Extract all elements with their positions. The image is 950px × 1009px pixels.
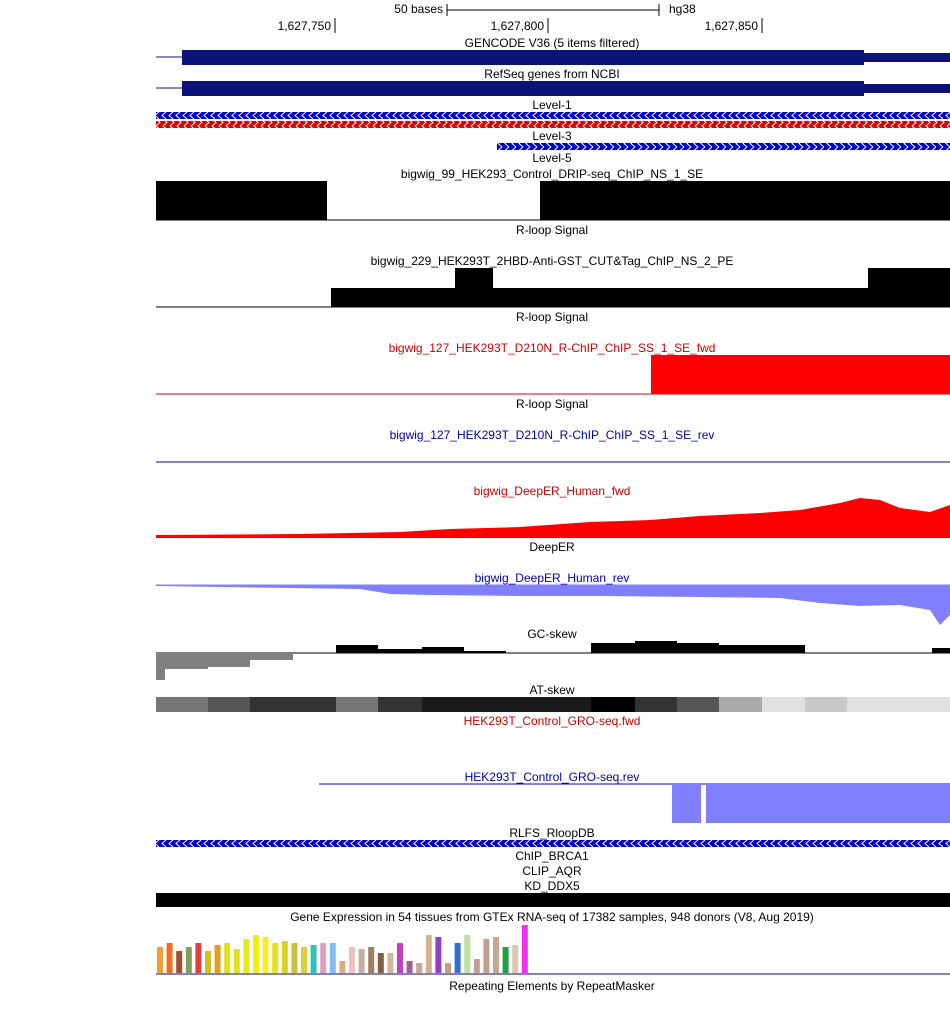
gtex-bar bbox=[310, 945, 317, 973]
track-label: RLFS_RloopDB bbox=[509, 826, 594, 840]
gtex-bar bbox=[329, 943, 336, 973]
gtex-bar bbox=[521, 925, 528, 973]
gtex-bar bbox=[454, 943, 461, 973]
track-label: HEK293T_Control_GRO-seq.fwd bbox=[464, 714, 641, 728]
gtex-bar bbox=[368, 947, 375, 973]
gtex-bar bbox=[406, 961, 413, 973]
gtex-bar bbox=[262, 937, 269, 973]
gtex-bar bbox=[320, 943, 327, 973]
track-label: GENCODE V36 (5 items filtered) bbox=[465, 36, 640, 50]
track-label: R-loop Signal bbox=[516, 397, 588, 411]
track-label: Level-5 bbox=[532, 151, 572, 165]
track-label: CLIP_AQR bbox=[522, 864, 582, 878]
gtex-bar bbox=[166, 943, 173, 973]
track-label: Level-3 bbox=[532, 129, 572, 143]
gene-models bbox=[156, 50, 950, 96]
position-label: 1,627,800 bbox=[491, 19, 545, 33]
gtex-bar bbox=[214, 945, 221, 973]
track-label: Repeating Elements by RepeatMasker bbox=[449, 979, 654, 993]
scale-label: 50 bases bbox=[394, 2, 443, 16]
gtex-bar bbox=[205, 951, 211, 973]
gtex-bar bbox=[349, 947, 355, 973]
track-label: bigwig_DeepER_Human_rev bbox=[475, 571, 630, 585]
gtex-bar bbox=[233, 949, 240, 973]
gtex-bar bbox=[185, 947, 192, 973]
track-label: bigwig_99_HEK293_Control_DRIP-seq_ChIP_N… bbox=[401, 167, 703, 181]
gtex-bar bbox=[377, 953, 384, 973]
gtex-bar bbox=[425, 935, 432, 973]
gtex-bar bbox=[512, 945, 519, 973]
gtex-bar bbox=[445, 963, 451, 973]
gtex-bar bbox=[502, 947, 509, 973]
gtex-bar bbox=[473, 959, 480, 973]
gtex-bar bbox=[243, 939, 250, 973]
position-label: 1,627,750 bbox=[278, 19, 332, 33]
signals bbox=[156, 181, 950, 975]
track-label: ChIP_BRCA1 bbox=[515, 849, 589, 863]
track-label: bigwig_127_HEK293T_D210N_R-ChIP_ChIP_SS_… bbox=[389, 341, 716, 355]
gtex-bar bbox=[281, 941, 288, 973]
track-label: HEK293T_Control_GRO-seq.rev bbox=[465, 770, 640, 784]
gtex-bar bbox=[272, 943, 279, 973]
track-label: bigwig_DeepER_Human_fwd bbox=[474, 484, 631, 498]
track-label: AT-skew bbox=[529, 683, 574, 697]
track-label: DeepER bbox=[529, 540, 575, 554]
position-label: 1,627,850 bbox=[705, 19, 759, 33]
track-label: bigwig_229_HEK293T_2HBD-Anti-GST_CUT&Tag… bbox=[371, 254, 734, 268]
track-label: bigwig_127_HEK293T_D210N_R-ChIP_ChIP_SS_… bbox=[390, 428, 715, 442]
gtex-bar bbox=[387, 953, 394, 973]
gtex-bar bbox=[195, 943, 202, 973]
gtex-bar bbox=[253, 935, 259, 973]
gtex-bar bbox=[493, 937, 499, 973]
gtex-bar bbox=[358, 949, 365, 973]
track-label: KD_DDX5 bbox=[524, 879, 580, 893]
track-label: Gene Expression in 54 tissues from GTEx … bbox=[290, 910, 814, 924]
gtex-bar bbox=[483, 939, 490, 973]
gtex-bar bbox=[435, 937, 442, 973]
gtex-bar bbox=[416, 963, 423, 973]
track-label: GC-skew bbox=[527, 627, 577, 641]
assembly: hg38 bbox=[669, 2, 696, 16]
gtex-bar bbox=[157, 947, 163, 973]
gtex-bar bbox=[301, 947, 307, 973]
track-label: RefSeq genes from NCBI bbox=[484, 67, 619, 81]
gtex-bar bbox=[176, 951, 183, 973]
track-label: R-loop Signal bbox=[516, 310, 588, 324]
gtex-bars bbox=[157, 925, 528, 973]
track-label: Level-1 bbox=[532, 98, 572, 112]
gtex-bar bbox=[397, 943, 403, 973]
track-labels: GENCODE V36 (5 items filtered) RefSeq gen… bbox=[290, 36, 814, 993]
gtex-bar bbox=[464, 935, 471, 973]
gtex-bar bbox=[339, 961, 346, 973]
gtex-bar bbox=[291, 943, 298, 973]
track-label: R-loop Signal bbox=[516, 223, 588, 237]
ruler bbox=[334, 4, 763, 33]
chevron-features bbox=[156, 112, 950, 847]
gtex-bar bbox=[224, 943, 231, 973]
